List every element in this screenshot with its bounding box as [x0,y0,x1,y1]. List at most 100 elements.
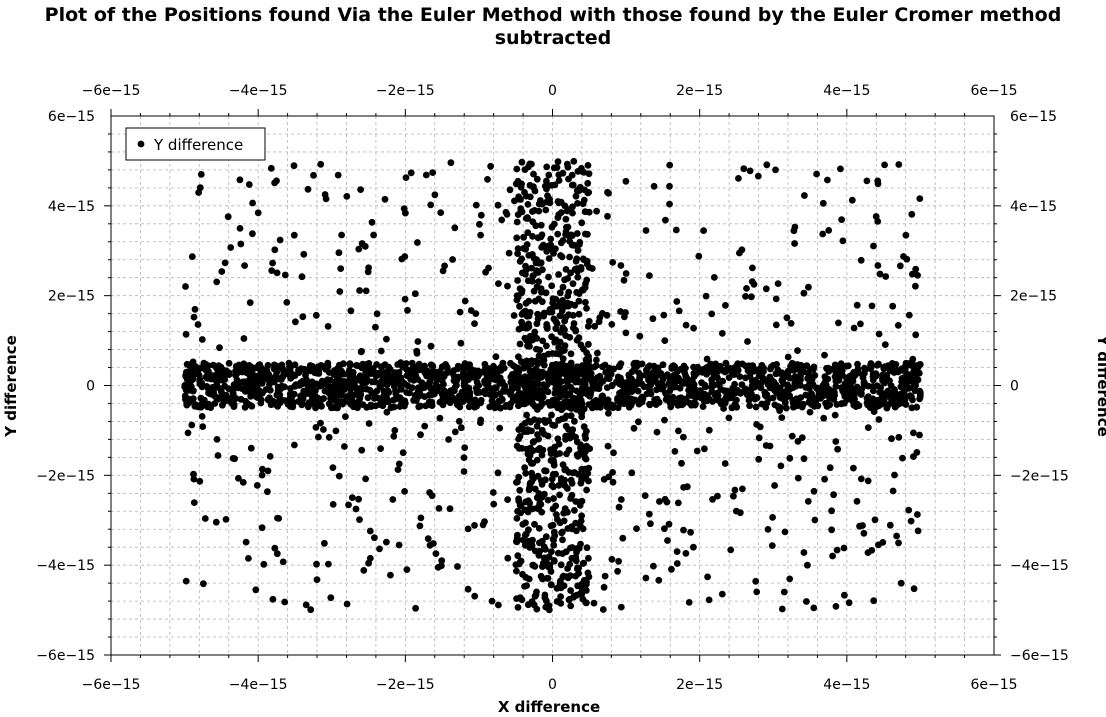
data-point [583,544,591,552]
data-point [326,383,334,391]
data-point [661,337,669,344]
data-point [555,177,563,184]
x-tick-label: −4e−15 [229,677,288,693]
data-point [582,356,590,364]
data-point [207,375,215,383]
data-point [687,528,694,536]
data-point [529,233,536,240]
data-point [550,528,558,536]
data-point [539,446,547,454]
data-point [365,264,372,272]
data-point [366,527,374,535]
data-point [337,379,345,387]
data-point [539,337,547,345]
data-point [583,276,591,284]
data-point [560,303,568,310]
data-point [225,359,233,367]
data-point [569,203,576,211]
data-point [399,363,407,371]
data-point [506,186,514,194]
data-point [666,182,673,190]
data-point [513,534,521,542]
data-point [916,361,924,368]
data-point [778,414,786,421]
y-tick-label: 4e−15 [48,199,95,215]
data-point [380,372,388,380]
data-point [548,282,556,290]
data-point [576,241,583,248]
data-point [789,396,797,404]
data-point [242,538,250,546]
data-point [700,365,708,373]
data-point [616,380,623,388]
data-point [564,292,572,300]
data-point [778,605,786,613]
data-point [725,414,733,422]
data-point [543,163,551,171]
data-point [521,419,529,427]
data-point [703,355,711,363]
data-point [504,282,511,290]
data-point [266,453,274,460]
data-point [794,347,801,354]
data-point [557,593,564,600]
data-point [839,371,846,379]
data-point [383,408,391,416]
data-point [519,570,526,578]
data-point [528,542,536,549]
data-point [513,292,521,300]
data-point [320,363,328,371]
data-point [755,434,763,442]
data-point [553,376,561,384]
data-point [882,273,890,280]
data-point [636,332,644,340]
data-point [661,525,668,533]
data-point [736,373,744,380]
data-point [907,517,915,525]
data-point [859,374,867,381]
data-point [264,488,271,496]
data-point [523,411,530,419]
data-point [395,379,403,386]
data-point [525,486,533,494]
data-point [408,365,416,373]
data-point [824,364,832,372]
data-point [635,418,642,426]
data-point [690,324,697,332]
data-point [763,161,771,169]
data-point [569,469,577,477]
data-point [268,267,276,274]
data-point [389,396,397,404]
data-point [617,496,625,503]
data-point [449,256,456,263]
data-point [372,323,379,331]
data-point [583,578,590,586]
data-point [438,562,445,570]
data-point [197,394,205,402]
data-point [450,377,458,385]
data-point [758,400,766,408]
data-point [916,393,924,401]
data-point [563,391,570,399]
data-point [673,368,681,375]
data-point [867,398,874,406]
data-point [504,496,511,503]
data-point [875,330,883,338]
data-point [666,200,673,208]
data-point [718,366,726,374]
data-point [190,499,198,506]
data-point [831,391,838,399]
data-point [538,288,545,296]
data-point [636,376,643,383]
data-point [495,280,502,287]
data-point [559,237,567,244]
data-point [560,509,568,517]
data-point [230,403,238,410]
data-point [875,416,883,423]
data-point [872,398,880,406]
data-point [620,399,628,406]
data-point [291,441,298,449]
data-point [367,403,375,410]
data-point [552,325,560,333]
data-point [320,395,327,402]
